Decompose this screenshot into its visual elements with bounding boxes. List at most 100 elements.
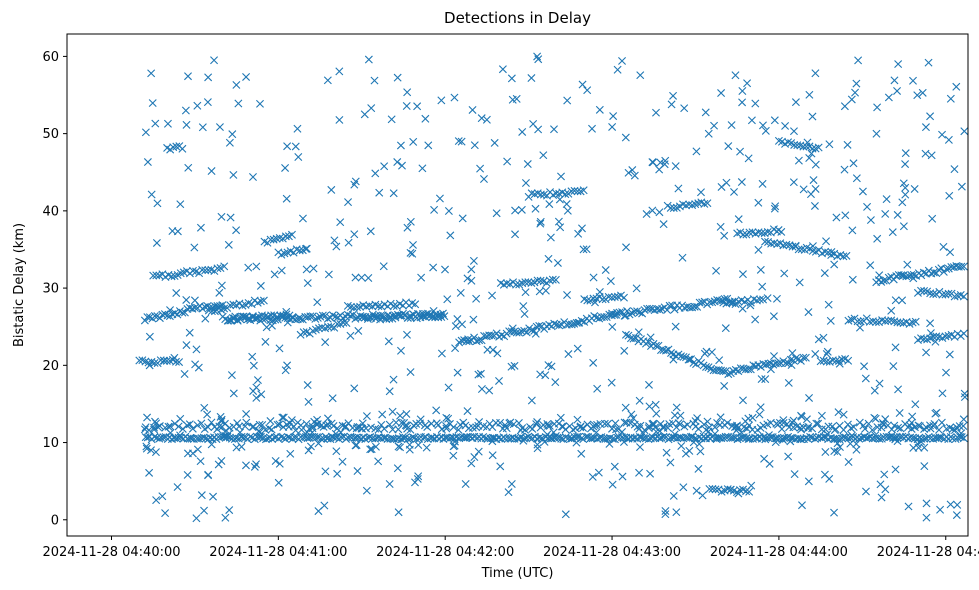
scatter-point bbox=[630, 171, 639, 180]
scatter-point bbox=[227, 371, 236, 380]
scatter-point bbox=[589, 358, 598, 367]
scatter-point bbox=[858, 187, 867, 196]
scatter-point bbox=[932, 408, 941, 417]
scatter-point bbox=[385, 480, 394, 489]
scatter-point bbox=[601, 434, 610, 443]
scatter-point bbox=[169, 143, 178, 152]
scatter-point bbox=[879, 276, 888, 285]
scatter-point bbox=[582, 245, 591, 254]
scatter-point bbox=[173, 483, 182, 492]
scatter-point bbox=[935, 433, 944, 442]
scatter-point bbox=[701, 434, 710, 443]
scatter-point bbox=[267, 321, 276, 330]
scatter-point bbox=[464, 335, 473, 344]
scatter-point bbox=[569, 425, 578, 434]
scatter-point bbox=[249, 361, 258, 370]
scatter-point bbox=[338, 457, 347, 466]
scatter-point bbox=[583, 296, 592, 305]
scatter-point bbox=[917, 437, 926, 446]
scatter-point bbox=[959, 292, 968, 301]
scatter-point bbox=[512, 280, 521, 289]
scatter-point bbox=[891, 465, 900, 474]
scatter-point bbox=[612, 425, 621, 434]
scatter-point bbox=[610, 462, 619, 471]
scatter-point bbox=[422, 443, 431, 452]
scatter-point bbox=[920, 443, 929, 452]
scatter-point bbox=[403, 88, 412, 97]
scatter-point bbox=[346, 331, 355, 340]
scatter-point bbox=[375, 188, 384, 197]
scatter-point bbox=[655, 165, 664, 174]
scatter-point bbox=[881, 415, 890, 424]
scatter-point bbox=[723, 485, 732, 494]
scatter-point bbox=[626, 419, 635, 428]
scatter-point bbox=[507, 480, 516, 488]
scatter-point bbox=[463, 433, 472, 442]
scatter-point bbox=[834, 408, 843, 417]
scatter-point bbox=[579, 186, 588, 195]
scatter-point bbox=[352, 433, 361, 442]
scatter-point bbox=[732, 426, 741, 435]
scatter-point bbox=[652, 108, 660, 117]
scatter-point bbox=[239, 312, 248, 321]
scatter-point bbox=[527, 278, 536, 287]
scatter-point bbox=[808, 242, 817, 251]
scatter-point bbox=[840, 165, 849, 174]
scatter-point bbox=[191, 360, 200, 369]
scatter-point bbox=[738, 270, 747, 279]
scatter-point bbox=[877, 493, 886, 502]
scatter-point bbox=[302, 244, 311, 253]
scatter-point bbox=[333, 469, 342, 478]
scatter-point bbox=[866, 261, 875, 270]
scatter-point bbox=[490, 138, 499, 147]
scatter-point bbox=[304, 397, 313, 406]
scatter-point bbox=[698, 491, 707, 500]
scatter-point bbox=[745, 487, 754, 496]
scatter-point bbox=[604, 292, 613, 301]
scatter-point bbox=[152, 496, 161, 505]
scatter-point bbox=[686, 432, 695, 441]
scatter-point bbox=[482, 115, 491, 124]
scatter-point bbox=[935, 425, 943, 434]
scatter-point bbox=[150, 432, 159, 441]
scatter-point bbox=[174, 433, 183, 442]
scatter-point bbox=[716, 222, 725, 231]
scatter-point bbox=[878, 418, 887, 427]
scatter-point bbox=[824, 422, 833, 431]
scatter-point bbox=[779, 436, 788, 444]
scatter-point bbox=[652, 427, 661, 436]
scatter-point bbox=[826, 316, 835, 325]
scatter-point bbox=[822, 350, 831, 359]
scatter-point bbox=[329, 422, 338, 431]
scatter-point bbox=[959, 329, 968, 338]
scatter-point bbox=[952, 511, 961, 520]
scatter-point bbox=[225, 506, 234, 515]
scatter-point bbox=[727, 121, 736, 130]
scatter-point bbox=[770, 352, 778, 361]
scatter-point bbox=[242, 72, 251, 81]
scatter-point bbox=[352, 441, 361, 449]
scatter-point bbox=[946, 500, 955, 509]
scatter-point bbox=[629, 334, 638, 343]
scatter-point bbox=[911, 400, 920, 409]
scatter-point bbox=[821, 448, 830, 457]
scatter-point bbox=[839, 432, 848, 441]
scatter-point bbox=[771, 202, 780, 211]
scatter-point bbox=[786, 433, 795, 442]
scatter-point bbox=[303, 279, 312, 288]
scatter-point bbox=[472, 294, 481, 303]
scatter-point bbox=[492, 209, 501, 218]
scatter-point bbox=[937, 418, 946, 427]
scatter-point bbox=[890, 76, 899, 85]
scatter-point bbox=[353, 467, 362, 476]
scatter-point bbox=[479, 432, 488, 441]
scatter-point bbox=[658, 304, 667, 313]
scatter-point bbox=[255, 426, 264, 435]
scatter-point bbox=[280, 249, 289, 258]
x-tick-label: 2024-11-28 04:45:00 bbox=[877, 545, 979, 560]
scatter-point bbox=[871, 431, 880, 440]
scatter-point bbox=[524, 278, 533, 287]
scatter-point bbox=[893, 86, 902, 95]
scatter-point bbox=[430, 205, 439, 214]
scatter-point bbox=[198, 265, 207, 274]
